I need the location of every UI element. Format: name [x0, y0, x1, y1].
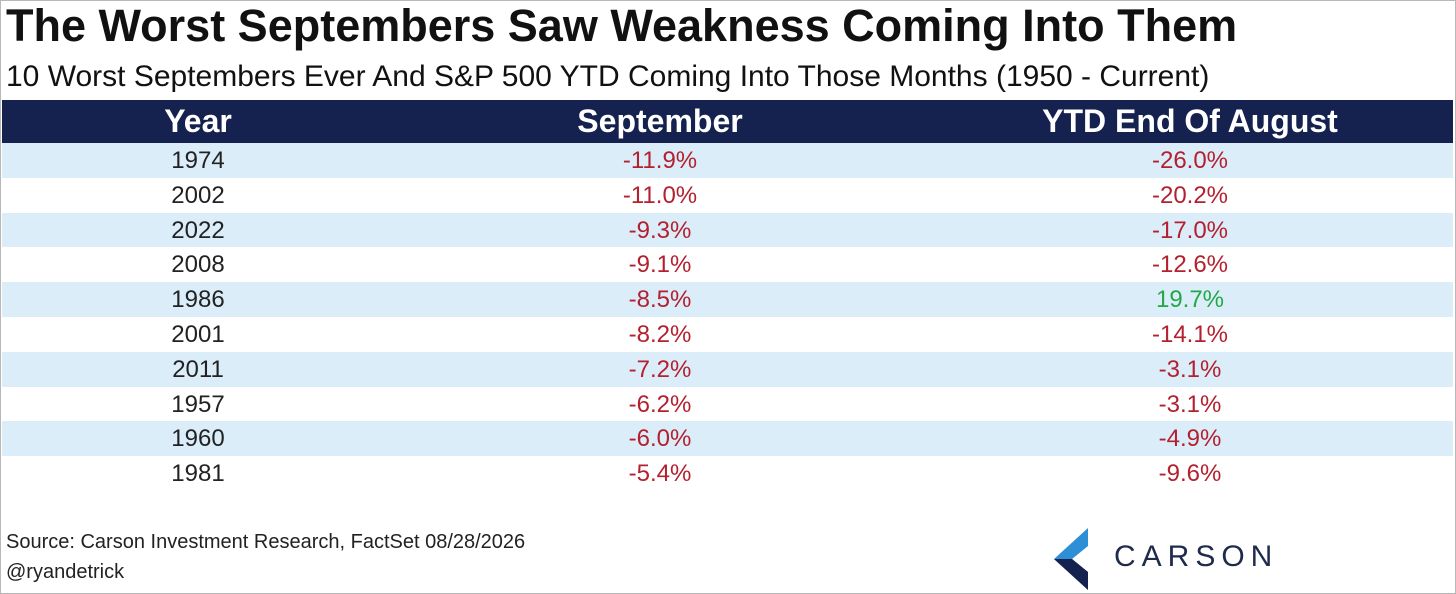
value-cell: -12.6%	[1151, 251, 1229, 279]
value-cell: -9.3%	[628, 216, 692, 244]
year-cell: 2001	[171, 321, 225, 348]
table-row: 1960 -6.0% -4.9%	[2, 421, 1453, 457]
handle: @ryandetrick	[6, 561, 125, 583]
value-cell: -11.9%	[622, 147, 698, 174]
year-cell: 2002	[171, 181, 225, 209]
year-cell: 2008	[171, 251, 225, 279]
value-cell: -4.9%	[1158, 425, 1222, 453]
table-row: 2011 -7.2% -3.1%	[2, 351, 1453, 387]
value-cell: 19.7%	[1155, 286, 1225, 314]
subtitle: 10 Worst Septembers Ever And S&P 500 YTD…	[6, 60, 1210, 93]
year-cell: 1957	[171, 390, 225, 418]
year-cell: 1981	[171, 460, 225, 488]
value-cell: -9.6%	[1158, 460, 1222, 488]
year-cell: 2022	[171, 216, 225, 244]
table-header: Year September YTD End Of August	[2, 100, 1453, 143]
value-cell: -6.2%	[628, 390, 692, 418]
logo-text: CARSON	[1114, 540, 1279, 573]
source: Source: Carson Investment Research, Fact…	[6, 531, 526, 553]
table-row: 2022 -9.3% -17.0%	[2, 212, 1453, 248]
value-cell: -8.2%	[628, 321, 692, 348]
value-cell: -8.5%	[628, 286, 692, 314]
table-row: 2002 -11.0% -20.2%	[2, 177, 1453, 213]
table-row: 2008 -9.1% -12.6%	[2, 247, 1453, 283]
column-header: YTD End Of August	[1042, 103, 1338, 139]
value-cell: -3.1%	[1158, 355, 1222, 383]
year-cell: 1986	[171, 286, 225, 314]
value-cell: -11.0%	[622, 181, 698, 209]
column-header: Year	[164, 103, 232, 139]
logo-mark	[1054, 528, 1088, 590]
logo-chevron-dark	[1054, 559, 1088, 590]
year-cell: 1960	[171, 425, 225, 453]
title: The Worst Septembers Saw Weakness Coming…	[6, 0, 1238, 51]
value-cell: -5.4%	[628, 460, 692, 488]
value-cell: -26.0%	[1151, 147, 1229, 174]
year-cell: 1974	[171, 147, 225, 174]
column-header: September	[577, 103, 743, 139]
table-row: 1986 -8.5% 19.7%	[2, 282, 1453, 318]
value-cell: -7.2%	[628, 355, 692, 383]
table-row: 1957 -6.2% -3.1%	[2, 386, 1453, 422]
table-row: 1981 -5.4% -9.6%	[2, 456, 1453, 492]
value-cell: -9.1%	[628, 251, 692, 279]
value-cell: -14.1%	[1151, 321, 1229, 348]
table-row: 2001 -8.2% -14.1%	[2, 317, 1453, 352]
value-cell: -3.1%	[1158, 390, 1222, 418]
value-cell: -20.2%	[1151, 181, 1229, 209]
value-cell: -6.0%	[628, 425, 692, 453]
value-cell: -17.0%	[1151, 216, 1229, 244]
table-row: 1974 -11.9% -26.0%	[2, 143, 1453, 178]
year-cell: 2011	[172, 355, 224, 383]
